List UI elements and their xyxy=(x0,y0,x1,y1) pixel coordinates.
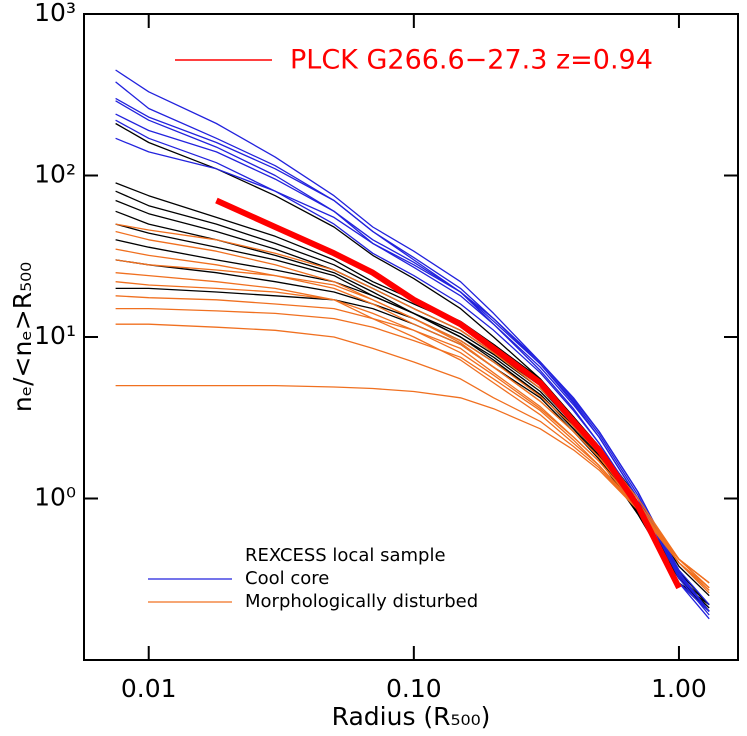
x-tick-label: 0.01 xyxy=(121,674,177,703)
legend-label: PLCK G266.6−27.3 z=0.94 xyxy=(290,45,653,76)
profile-line xyxy=(115,97,710,616)
profile-line xyxy=(115,272,710,584)
profile-line xyxy=(115,182,710,606)
profile-line xyxy=(115,190,710,597)
profile-line xyxy=(215,197,682,590)
profile-line xyxy=(115,81,710,612)
y-tick-label: 10² xyxy=(34,160,76,189)
y-tick-label: 10³ xyxy=(34,0,76,27)
profile-line xyxy=(115,230,710,589)
profile-line xyxy=(115,119,710,612)
y-tick-label: 10⁰ xyxy=(34,483,76,512)
y-tick-label: 10¹ xyxy=(34,321,76,350)
profile-line xyxy=(115,223,710,589)
profile-line xyxy=(115,323,710,584)
legend-label: Morphologically disturbed xyxy=(245,591,478,612)
profile-line xyxy=(115,100,710,620)
x-tick-label: 0.10 xyxy=(386,674,442,703)
legend-label: REXCESS local sample xyxy=(245,545,446,566)
legend-label: Cool core xyxy=(245,568,329,589)
profile-line xyxy=(115,113,710,612)
y-axis-title: nₑ/<nₑ>R₅₀₀ xyxy=(8,262,37,412)
profile-line xyxy=(115,137,710,606)
x-tick-label: 1.00 xyxy=(651,674,707,703)
plot-area xyxy=(115,69,710,620)
x-axis-title: Radius (R₅₀₀) xyxy=(332,702,491,731)
profile-line xyxy=(115,122,710,612)
